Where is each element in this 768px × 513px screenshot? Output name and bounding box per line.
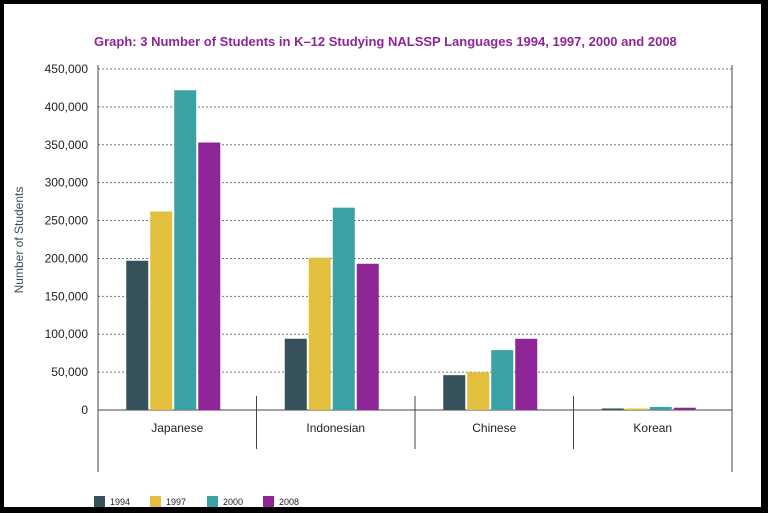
y-tick-label: 200,000 <box>45 251 89 265</box>
bar-indonesian-1994 <box>284 338 307 410</box>
bar-korean-1997 <box>625 408 648 410</box>
bar-japanese-2008 <box>198 142 221 410</box>
legend-label: 1997 <box>166 497 186 507</box>
y-tick-label: 450,000 <box>45 62 89 76</box>
category-label: Chinese <box>472 421 516 435</box>
y-axis-label: Number of Students <box>12 187 26 294</box>
y-tick-label: 50,000 <box>51 365 88 379</box>
legend-swatch-2000 <box>207 496 218 507</box>
category-label: Korean <box>633 421 672 435</box>
bar-indonesian-1997 <box>308 257 331 410</box>
bar-korean-2008 <box>673 407 696 410</box>
y-tick-label: 350,000 <box>45 138 89 152</box>
bar-chart: Graph: 3 Number of Students in K–12 Stud… <box>12 34 733 507</box>
chart-frame: Graph: 3 Number of Students in K–12 Stud… <box>4 4 761 507</box>
legend-label: 2008 <box>279 497 299 507</box>
legend-label: 1994 <box>110 497 130 507</box>
category-label: Indonesian <box>306 421 365 435</box>
legend-swatch-2008 <box>263 496 274 507</box>
bar-chinese-1994 <box>443 375 466 410</box>
bar-chinese-2008 <box>515 338 538 410</box>
bar-korean-2000 <box>649 406 672 410</box>
y-axis-ticks: 0 50,000 100,000 150,000 200,000 250,000 300,0… <box>45 62 89 417</box>
y-tick-label: 300,000 <box>45 176 89 190</box>
legend-swatch-1994 <box>94 496 105 507</box>
y-tick-label: 100,000 <box>45 327 89 341</box>
bar-korean-1994 <box>601 408 624 410</box>
bar-japanese-2000 <box>174 90 197 411</box>
bars <box>126 90 696 411</box>
category-label: Japanese <box>151 421 203 435</box>
bar-japanese-1994 <box>126 260 149 410</box>
bar-indonesian-2000 <box>332 207 355 410</box>
y-tick-label: 250,000 <box>45 214 89 228</box>
bar-indonesian-2008 <box>356 263 379 410</box>
bar-chinese-2000 <box>491 350 514 410</box>
legend: 1994 1997 2000 2008 <box>94 496 299 507</box>
chart-title: Graph: 3 Number of Students in K–12 Stud… <box>94 34 677 49</box>
bar-japanese-1997 <box>150 211 173 410</box>
legend-label: 2000 <box>223 497 243 507</box>
y-tick-label: 0 <box>81 403 88 417</box>
y-tick-label: 400,000 <box>45 100 89 114</box>
category-labels: Japanese Indonesian Chinese Korean <box>151 421 672 435</box>
legend-swatch-1997 <box>150 496 161 507</box>
bar-chinese-1997 <box>467 372 490 410</box>
y-tick-label: 150,000 <box>45 289 89 303</box>
